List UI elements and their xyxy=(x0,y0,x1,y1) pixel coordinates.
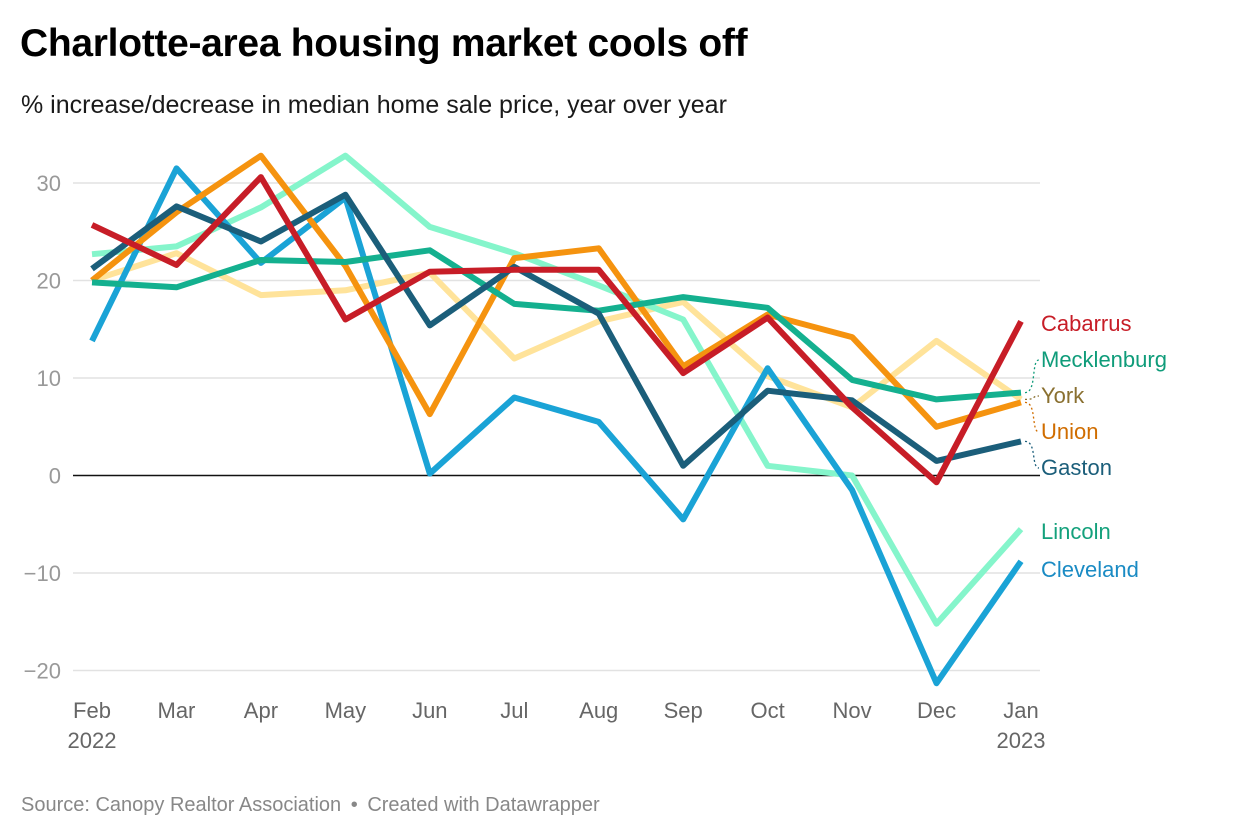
y-tick-label: −10 xyxy=(24,561,61,586)
series-labels: York Lincoln Cleveland Union Mecklenburg Gast… xyxy=(1024,311,1167,582)
series-line-cleveland xyxy=(89,165,1024,687)
x-tick-label: Aug xyxy=(579,698,618,723)
series-label-york: York xyxy=(1041,383,1085,408)
series-label-union: Union xyxy=(1041,419,1098,444)
y-tick-label: 10 xyxy=(37,366,61,391)
source-separator: • xyxy=(350,794,358,816)
series-line-mecklenburg xyxy=(91,247,1022,403)
chart-title: Charlotte-area housing market cools off xyxy=(20,22,748,65)
y-tick-label: 20 xyxy=(37,269,61,294)
x-year-label-start: 2022 xyxy=(68,728,117,753)
series-line-union xyxy=(90,152,1022,430)
series-line-cabarrus xyxy=(90,174,1024,486)
label-connector-york xyxy=(1024,395,1040,401)
series-line-gaston xyxy=(90,191,1022,469)
source-note: Source: Canopy Realtor Association • Cre… xyxy=(21,794,600,817)
series-label-cabarrus: Cabarrus xyxy=(1041,311,1131,336)
x-tick-label: Oct xyxy=(751,698,785,723)
x-tick-label: Jan xyxy=(1003,698,1038,723)
y-axis-tick-labels: 30 20 10 0 −10 −20 xyxy=(24,171,61,684)
x-axis-tick-labels: Feb Mar Apr May Jun Jul Aug Sep Oct Nov Dec Jan 2022… xyxy=(68,698,1046,753)
x-tick-label: Feb xyxy=(73,698,111,723)
series-label-mecklenburg: Mecklenburg xyxy=(1041,347,1167,372)
x-tick-label: Nov xyxy=(833,698,872,723)
x-year-label-end: 2023 xyxy=(997,728,1046,753)
series-label-cleveland: Cleveland xyxy=(1041,557,1139,582)
x-tick-label: May xyxy=(325,698,367,723)
label-connector-union xyxy=(1024,401,1040,433)
gridlines xyxy=(73,182,1040,672)
series-lines xyxy=(89,152,1024,687)
x-tick-label: Apr xyxy=(244,698,278,723)
x-tick-label: Sep xyxy=(664,698,703,723)
x-tick-label: Jun xyxy=(412,698,447,723)
source-text: Source: Canopy Realtor Association xyxy=(21,794,342,816)
x-tick-label: Jul xyxy=(500,698,528,723)
y-tick-label: 0 xyxy=(49,464,61,489)
credit-text: Created with Datawrapper xyxy=(367,794,600,816)
label-connector-mecklenburg xyxy=(1024,359,1040,394)
y-tick-label: 30 xyxy=(37,171,61,196)
series-label-lincoln: Lincoln xyxy=(1041,519,1111,544)
chart-subtitle: % increase/decrease in median home sale … xyxy=(21,91,727,119)
x-tick-label: Dec xyxy=(917,698,956,723)
series-line-york xyxy=(91,250,1023,411)
x-tick-label: Mar xyxy=(158,698,196,723)
label-connector-gaston xyxy=(1024,440,1040,469)
y-tick-label: −20 xyxy=(24,659,61,684)
series-label-gaston: Gaston xyxy=(1041,455,1112,480)
